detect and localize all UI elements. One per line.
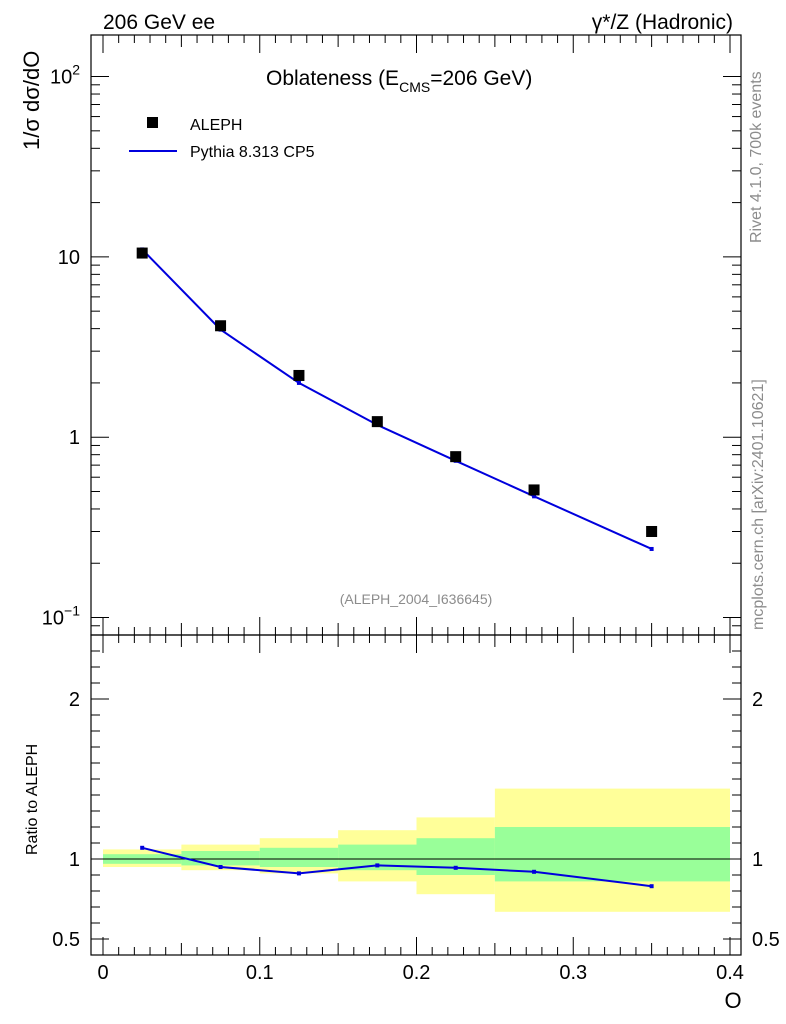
ratio-tick-label-left: 0.5 [52, 929, 80, 951]
ratio-point [453, 865, 458, 870]
ratio-point [218, 865, 223, 869]
x-tick-label: 0.1 [246, 962, 274, 984]
data-point [371, 416, 383, 428]
data-point [136, 247, 148, 259]
ratio-point [649, 884, 654, 889]
ratio-tick-label-left: 2 [69, 689, 80, 711]
y-tick-exp: −1 [64, 603, 80, 619]
x-tick-label: 0.2 [403, 962, 431, 984]
ratio-point [375, 863, 380, 868]
y-tick-label: 1 [69, 427, 80, 449]
legend-data-marker [147, 117, 158, 128]
band-inner-2 [259, 847, 339, 867]
x-tick-label: 0.3 [559, 962, 587, 984]
analysis-label: (ALEPH_2004_I636645) [340, 591, 493, 607]
y-tick-base: 10 [50, 67, 72, 89]
header-right: γ*/Z (Hadronic) [592, 11, 733, 34]
band-inner-5 [494, 827, 730, 882]
y-tick-label: 10−1 [42, 603, 80, 630]
series [136, 247, 658, 889]
data-point [528, 484, 540, 496]
y-tick-exp: 2 [72, 62, 80, 78]
mc-point [296, 380, 301, 385]
data-point [450, 451, 462, 463]
title-main: Oblateness (E [266, 67, 399, 90]
y-axis-label: 1/σ dσ/dO [19, 51, 44, 150]
legend-data-label: ALEPH [190, 117, 242, 134]
mc-line [141, 248, 653, 550]
ratio-point [140, 845, 145, 850]
ratio-point [296, 871, 301, 876]
ratio-point [532, 869, 537, 874]
ratio-tick-label-right: 1 [752, 849, 763, 871]
ratio-tick-label-left: 1 [69, 849, 80, 871]
y-tick-label: 10 [58, 247, 80, 269]
y-tick-label: 102 [50, 62, 80, 89]
mc-point [649, 546, 654, 551]
mc-point [532, 494, 537, 499]
ratio-axis-label: Ratio to ALEPH [24, 744, 41, 855]
x-tick-label: 0.4 [716, 962, 744, 984]
legend-mc-label: Pythia 8.313 CP5 [190, 144, 315, 161]
data-point [215, 320, 227, 332]
band-inner-1 [181, 851, 260, 866]
ratio-tick-label-right: 0.5 [752, 929, 780, 951]
title-end: =206 GeV) [430, 67, 532, 90]
data-point [646, 525, 658, 537]
rivet-label: Rivet 4.1.0, 700k events [748, 71, 765, 243]
y-tick-base: 10 [42, 608, 64, 630]
ratio-tick-label-right: 2 [752, 689, 763, 711]
x-tick-label: 0 [97, 962, 108, 984]
title-sub: CMS [399, 79, 430, 95]
header-left: 206 GeV ee [103, 11, 215, 34]
chart-title: Oblateness (ECMS=206 GeV) [266, 67, 532, 95]
x-axis-label: O [724, 988, 741, 1013]
data-point [293, 369, 305, 381]
ratio-bands [91, 788, 741, 912]
mcplots-label: mcplots.cern.ch [arXiv:2401.10621] [750, 379, 767, 630]
